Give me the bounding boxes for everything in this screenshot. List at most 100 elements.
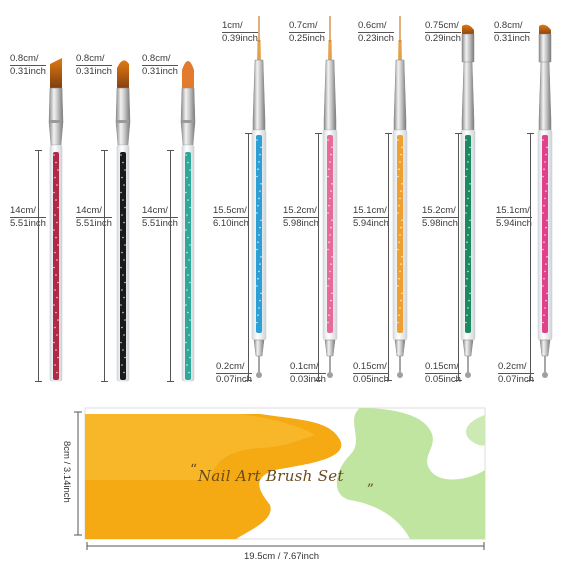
brush-6-length-inch: 5.94inch [353,218,389,230]
ferrule [462,60,474,130]
dotting-ball [465,372,471,378]
brush-7-tip-size-cm: 0.75cm/ [425,20,461,33]
ferrule [324,60,336,130]
brush-6-tip-size: 0.6cm/0.23inch [358,20,394,45]
brush-7-dot-size-cm: 0.15cm/ [425,361,461,374]
bristle [50,58,62,90]
brush-2-tip-size: 0.8cm/0.31inch [76,53,112,78]
brush-2-length: 14cm/5.51inch [76,205,112,230]
brush-4-dot-size-cm: 0.2cm/ [216,361,252,374]
dotting-ball [327,372,333,378]
brush-4-length-line [248,133,249,380]
tick [527,380,534,381]
ferrule [181,88,195,145]
glitter-core [397,135,403,333]
brush-8-dot-size-cm: 0.2cm/ [498,361,534,374]
brush-4-tip-size: 1cm/0.39inch [222,20,258,45]
brush-4 [252,16,266,378]
tick [385,133,392,134]
dotting-ferrule [254,340,264,356]
brush-2-length-inch: 5.51inch [76,218,112,230]
glitter-core [542,135,548,333]
dotting-ball [256,372,262,378]
bristle [182,61,194,90]
brush-3-tip-size-inch: 0.31inch [142,66,178,78]
brush-6-length-cm: 15.1cm/ [353,205,389,218]
tick [101,381,108,382]
brush-3-tip-size-cm: 0.8cm/ [142,53,178,66]
brush-8-tip-size-inch: 0.31inch [494,33,530,45]
brush-1 [49,58,63,381]
brush-2-tip-size-cm: 0.8cm/ [76,53,112,66]
tick [385,380,392,381]
brush-2 [116,60,130,381]
brush-7-length: 15.2cm/5.98inch [422,205,458,230]
long-brushes [252,16,552,378]
brush-7-length-cm: 15.2cm/ [422,205,458,218]
brush-6-length: 15.1cm/5.94inch [353,205,389,230]
brush-1-length: 14cm/5.51inch [10,205,46,230]
brush-6 [393,16,407,378]
brush-8-length-inch: 5.94inch [496,218,532,230]
glitter-core [327,135,333,333]
brush-4-length-inch: 6.10inch [213,218,249,230]
brush-1-length-line [38,150,39,381]
ferrule [394,60,406,130]
brush-5-dot-size-cm: 0.1cm/ [290,361,326,374]
brush-1-tip-size: 0.8cm/0.31inch [10,53,46,78]
ferrule [253,60,265,130]
brush-7-length-line [458,133,459,380]
brush-7-tip-size: 0.75cm/0.29inch [425,20,461,45]
ferrule [116,88,130,145]
brush-6-tip-size-inch: 0.23inch [358,33,394,45]
glitter-core [53,152,59,380]
brush-6-length-line [388,133,389,380]
brush-4-length: 15.5cm/6.10inch [213,205,249,230]
brush-8-length-cm: 15.1cm/ [496,205,532,218]
brush-3-tip-size: 0.8cm/0.31inch [142,53,178,78]
brush-6-dot-size-cm: 0.15cm/ [353,361,389,374]
brush-5-length: 15.2cm/5.98inch [283,205,319,230]
brush-4-tip-size-inch: 0.39inch [222,33,258,45]
brush-8-tip-size: 0.8cm/0.31inch [494,20,530,45]
brush-3-length-line [170,150,171,381]
tick [527,133,534,134]
brush-1-tip-size-cm: 0.8cm/ [10,53,46,66]
brush-2-length-line [104,150,105,381]
dotting-ferrule [540,340,550,356]
brush-6-dot-size-inch: 0.05inch [353,374,389,386]
tick [455,133,462,134]
brush-7 [461,25,475,378]
dotting-ferrule [395,340,405,356]
brush-6-tip-size-cm: 0.6cm/ [358,20,394,33]
ferrule [539,60,551,130]
dotting-ferrule [463,340,473,356]
tick [101,150,108,151]
tick [315,133,322,134]
brush-2-tip-size-inch: 0.31inch [76,66,112,78]
brush-5 [323,16,337,378]
brush-1-tip-size-inch: 0.31inch [10,66,46,78]
tick [167,150,174,151]
brush-3 [181,61,195,381]
glitter-core [256,135,262,333]
brush-3-length-inch: 5.51inch [142,218,178,230]
tick [315,380,322,381]
tick [35,381,42,382]
brush-7-length-inch: 5.98inch [422,218,458,230]
tick [245,380,252,381]
brush-3-length: 14cm/5.51inch [142,205,178,230]
tick [167,381,174,382]
brush-4-dot-size: 0.2cm/0.07inch [216,361,252,386]
brush-4-tip-size-cm: 1cm/ [222,20,258,33]
bristle [117,60,129,92]
tick [35,150,42,151]
brush-8-tip-size-cm: 0.8cm/ [494,20,530,33]
brush-2-length-cm: 14cm/ [76,205,112,218]
brush-7-dot-size: 0.15cm/0.05inch [425,361,461,386]
brush-1-length-cm: 14cm/ [10,205,46,218]
brush-8-length-line [530,133,531,380]
glitter-core [185,152,191,380]
dotting-ball [397,372,403,378]
brush-3-length-cm: 14cm/ [142,205,178,218]
